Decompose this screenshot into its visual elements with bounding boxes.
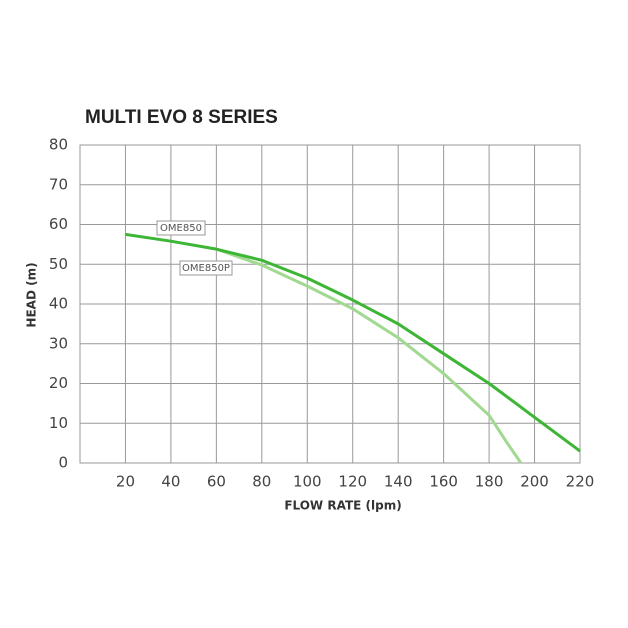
x-tick-label: 20	[116, 473, 135, 491]
y-tick-label: 40	[49, 295, 68, 313]
x-tick-label: 200	[520, 473, 549, 491]
y-tick-label: 60	[49, 215, 68, 233]
x-tick-label: 140	[384, 473, 413, 491]
x-tick-label: 40	[161, 473, 180, 491]
series-line	[215, 247, 523, 464]
series-line	[125, 232, 581, 453]
y-tick-label: 80	[49, 136, 68, 154]
x-tick-label: 100	[293, 473, 322, 491]
y-tick-label: 20	[49, 374, 68, 392]
x-tick-label: 80	[252, 473, 271, 491]
series-tag: OME850	[160, 223, 202, 234]
y-tick-label: 70	[49, 175, 68, 193]
x-tick-label: 180	[475, 473, 504, 491]
chart-title: MULTI EVO 8 SERIES	[85, 107, 278, 128]
x-tick-label: 120	[338, 473, 367, 491]
x-tick-label: 160	[429, 473, 458, 491]
series-tag: OME850P	[182, 263, 230, 274]
x-tick-label: 220	[566, 473, 595, 491]
y-axis-label: HEAD (m)	[25, 262, 39, 327]
y-tick-label: 0	[58, 454, 68, 472]
x-tick-label: 60	[207, 473, 226, 491]
series-tag-box	[156, 220, 206, 236]
x-axis-label: FLOW RATE (lpm)	[284, 499, 401, 513]
y-tick-label: 30	[49, 334, 68, 352]
y-tick-label: 10	[49, 414, 68, 432]
series-tag-box	[179, 260, 233, 276]
y-tick-label: 50	[49, 255, 68, 273]
